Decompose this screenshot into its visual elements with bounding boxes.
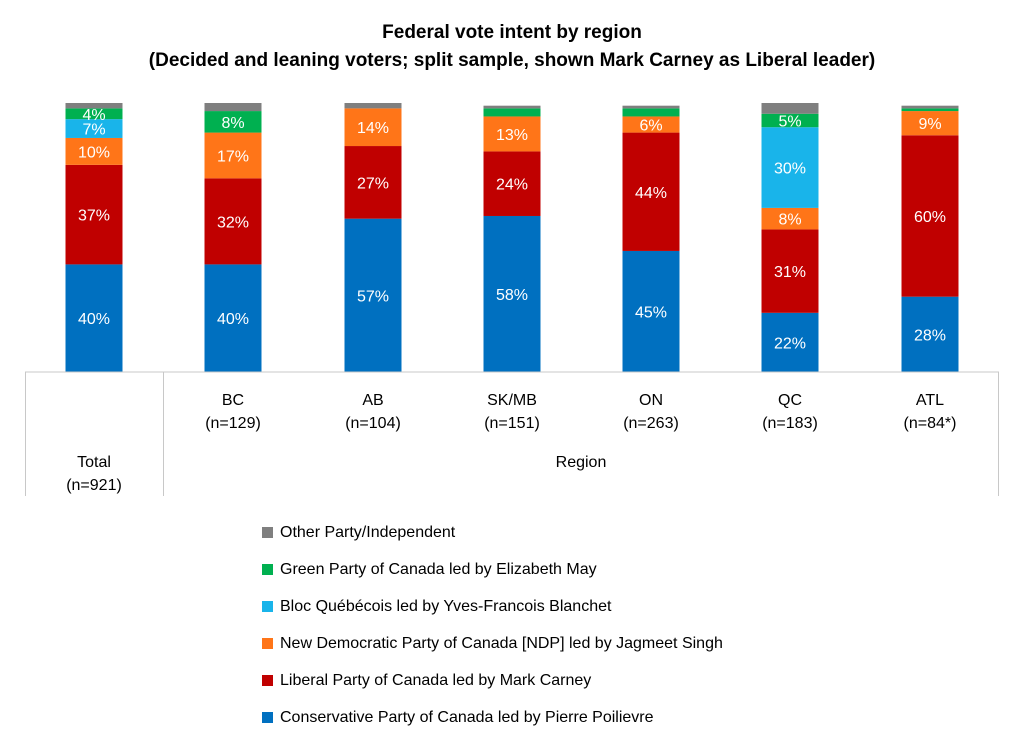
bar-segment-6-5 (901, 105, 959, 109)
data-label-5-3: 30% (774, 161, 806, 178)
bar-segment-4-5 (622, 105, 680, 109)
data-label-3-2: 13% (496, 127, 528, 144)
bar-segment-0-1 (65, 164, 123, 265)
bar-segment-1-5 (204, 103, 262, 112)
data-label-0-3: 7% (82, 122, 105, 139)
bar-segment-2-5 (344, 103, 402, 109)
data-label-1-0: 40% (217, 311, 249, 328)
data-label-6-0: 28% (914, 327, 946, 344)
bar-segment-6-2 (901, 111, 959, 136)
bar-segment-6-4 (901, 108, 959, 112)
chart-title: Federal vote intent by region (382, 22, 642, 43)
legend-item-4: Liberal Party of Canada led by Mark Carn… (262, 662, 723, 699)
data-label-6-2: 9% (918, 116, 941, 133)
category-label-1: BC (222, 392, 244, 409)
bar-segment-1-0 (204, 264, 262, 372)
bar-segment-3-5 (483, 105, 541, 109)
data-label-5-0: 22% (774, 335, 806, 352)
bar-segment-1-4 (204, 111, 262, 133)
bar-segment-0-5 (65, 103, 123, 109)
bar-segment-2-2 (344, 108, 402, 147)
bar-segment-2-1 (344, 146, 402, 219)
bar-segment-3-2 (483, 116, 541, 152)
category-label-0: Total (77, 454, 111, 471)
category-label-3: SK/MB (487, 392, 537, 409)
bar-segment-6-1 (901, 135, 959, 297)
data-label-0-4: 4% (82, 107, 105, 124)
bar-segment-5-3 (761, 127, 819, 208)
data-label-3-1: 24% (496, 177, 528, 194)
bar-segment-0-0 (65, 264, 123, 372)
data-label-4-1: 44% (635, 185, 667, 202)
category-n-label-2: (n=104) (345, 415, 401, 432)
bar-segment-5-1 (761, 229, 819, 313)
legend-label: Conservative Party of Canada led by Pier… (280, 708, 654, 726)
data-label-4-0: 45% (635, 304, 667, 321)
data-label-0-0: 40% (78, 311, 110, 328)
data-label-5-1: 31% (774, 264, 806, 281)
bar-segment-2-0 (344, 218, 402, 372)
category-n-label-0: (n=921) (66, 477, 122, 494)
bar-segment-1-2 (204, 132, 262, 179)
category-label-2: AB (362, 392, 383, 409)
bar-segment-5-0 (761, 312, 819, 372)
legend-item-0: Other Party/Independent (262, 514, 723, 551)
chart-subtitle: (Decided and leaning voters; split sampl… (148, 50, 876, 71)
legend-swatch (262, 675, 273, 686)
data-label-2-1: 27% (357, 175, 389, 192)
group-label-region: Region (556, 454, 607, 471)
legend-item-3: New Democratic Party of Canada [NDP] led… (262, 625, 723, 662)
data-label-3-0: 58% (496, 287, 528, 304)
category-n-label-6: (n=84*) (904, 415, 957, 432)
bar-segment-1-1 (204, 178, 262, 265)
data-label-1-4: 8% (221, 115, 244, 132)
legend-label: Bloc Québécois led by Yves-Francois Blan… (280, 597, 612, 615)
legend-label: New Democratic Party of Canada [NDP] led… (280, 634, 723, 652)
legend-label: Other Party/Independent (280, 523, 456, 541)
data-label-2-0: 57% (357, 288, 389, 305)
category-label-4: ON (639, 392, 663, 409)
bar-segment-3-0 (483, 215, 541, 372)
legend-item-5: Conservative Party of Canada led by Pier… (262, 699, 723, 736)
data-label-6-1: 60% (914, 209, 946, 226)
legend-item-1: Green Party of Canada led by Elizabeth M… (262, 551, 723, 588)
bar-segment-4-1 (622, 132, 680, 251)
legend-swatch (262, 564, 273, 575)
bar-segment-0-4 (65, 108, 123, 120)
data-label-5-2: 8% (778, 212, 801, 229)
legend: Other Party/Independent Green Party of Ca… (262, 514, 723, 736)
data-label-1-2: 17% (217, 148, 249, 165)
category-n-label-4: (n=263) (623, 415, 679, 432)
bar-segment-5-5 (761, 103, 819, 114)
data-label-0-1: 37% (78, 208, 110, 225)
legend-swatch (262, 638, 273, 649)
legend-label: Liberal Party of Canada led by Mark Carn… (280, 671, 592, 689)
data-label-5-4: 5% (778, 113, 801, 130)
bar-segment-3-1 (483, 151, 541, 216)
bar-segment-5-4 (761, 113, 819, 128)
data-label-0-2: 10% (78, 144, 110, 161)
data-label-2-2: 14% (357, 120, 389, 137)
legend-swatch (262, 712, 273, 723)
legend-item-2: Bloc Québécois led by Yves-Francois Blan… (262, 588, 723, 625)
legend-swatch (262, 601, 273, 612)
bar-segment-0-2 (65, 137, 123, 165)
bar-segment-4-2 (622, 116, 680, 133)
category-label-6: ATL (916, 392, 944, 409)
category-n-label-3: (n=151) (484, 415, 540, 432)
bar-segment-3-4 (483, 108, 541, 117)
category-label-5: QC (778, 392, 802, 409)
bar-segment-4-0 (622, 250, 680, 372)
category-n-label-1: (n=129) (205, 415, 261, 432)
legend-label: Green Party of Canada led by Elizabeth M… (280, 560, 597, 578)
category-n-label-5: (n=183) (762, 415, 818, 432)
bar-segment-4-4 (622, 108, 680, 117)
data-label-4-2: 6% (639, 118, 662, 135)
bar-segment-6-0 (901, 296, 959, 372)
bar-segment-0-3 (65, 119, 123, 138)
bar-segment-5-2 (761, 207, 819, 230)
legend-swatch (262, 527, 273, 538)
data-label-1-1: 32% (217, 214, 249, 231)
